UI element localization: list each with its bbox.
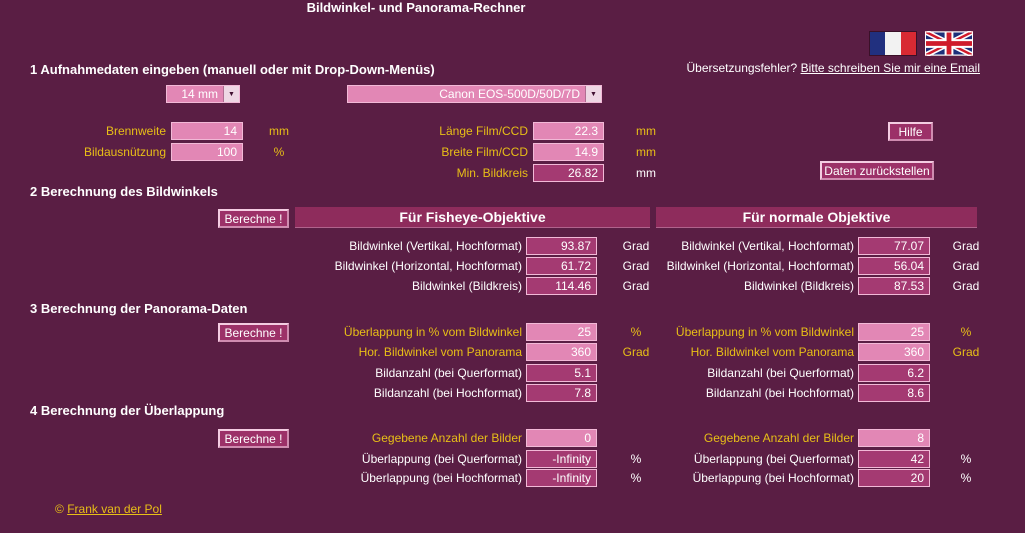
chevron-down-icon: ▼: [585, 86, 601, 102]
row-unit: %: [960, 325, 972, 339]
normal-bildwinkel-vertikal-output: 77.07: [858, 237, 930, 255]
normal-ueberlappung-prozent-input[interactable]: [858, 323, 930, 341]
row-label: Überlappung (bei Hochformat): [692, 471, 854, 485]
fisheye-bildanzahl-quer-output: 5.1: [526, 364, 597, 382]
laenge-film-ccd-input[interactable]: [533, 122, 604, 140]
row-label: Hor. Bildwinkel vom Panorama: [690, 345, 854, 359]
bildausnuetzung-unit: %: [273, 145, 285, 159]
normal-bildanzahl-quer-output: 6.2: [858, 364, 930, 382]
row-label: Bildanzahl (bei Querformat): [375, 366, 522, 380]
row-label: Überlappung (bei Querformat): [693, 452, 854, 466]
brennweite-input[interactable]: [171, 122, 243, 140]
normal-ueberlappung-quer-output: 42: [858, 450, 930, 468]
row-label: Hor. Bildwinkel vom Panorama: [358, 345, 522, 359]
translation-note: Übersetzungsfehler? Bitte schreiben Sie …: [580, 61, 981, 75]
row-unit: Grad: [622, 239, 650, 253]
row-label: Bildwinkel (Horizontal, Hochformat): [666, 259, 854, 273]
row-unit: %: [960, 471, 972, 485]
fisheye-bildkreis-output: 114.46: [526, 277, 597, 295]
camera-value: Canon EOS-500D/50D/7D: [439, 87, 580, 101]
section4-heading: 4 Berechnung der Überlappung: [30, 403, 225, 418]
row-label: Überlappung in % vom Bildwinkel: [675, 325, 854, 339]
row-label: Bildanzahl (bei Hochformat): [705, 386, 854, 400]
row-label: Bildwinkel (Bildkreis): [411, 279, 522, 293]
brennweite-unit: mm: [269, 124, 289, 138]
laenge-film-ccd-label: Länge Film/CCD: [439, 124, 528, 138]
normal-bildanzahl-hoch-output: 8.6: [858, 384, 930, 402]
row-unit: %: [630, 471, 642, 485]
normal-bildwinkel-horizontal-output: 56.04: [858, 257, 930, 275]
fisheye-column-header: Für Fisheye-Objektive: [295, 207, 650, 228]
row-label: Überlappung in % vom Bildwinkel: [343, 325, 522, 339]
fisheye-ueberlappung-quer-output: -Infinity: [526, 450, 597, 468]
translation-prompt: Übersetzungsfehler?: [686, 61, 798, 75]
row-unit: %: [630, 325, 642, 339]
fisheye-bildwinkel-horizontal-output: 61.72: [526, 257, 597, 275]
focal-length-value: 14 mm: [181, 87, 218, 101]
author-link[interactable]: Frank van der Pol: [67, 502, 162, 516]
french-flag-icon[interactable]: [869, 31, 917, 56]
normal-hor-bildwinkel-input[interactable]: [858, 343, 930, 361]
row-label: Gegebene Anzahl der Bilder: [703, 431, 854, 445]
row-label: Überlappung (bei Hochformat): [360, 471, 522, 485]
email-link[interactable]: Bitte schreiben Sie mir eine Email: [800, 61, 980, 75]
section1-heading: 1 Aufnahmedaten eingeben (manuell oder m…: [30, 62, 435, 77]
row-unit: Grad: [952, 279, 980, 293]
row-unit: Grad: [622, 345, 650, 359]
row-label: Bildanzahl (bei Hochformat): [373, 386, 522, 400]
camera-dropdown[interactable]: Canon EOS-500D/50D/7D ▼: [347, 85, 602, 103]
focal-length-dropdown[interactable]: 14 mm ▼: [166, 85, 240, 103]
row-unit: Grad: [952, 259, 980, 273]
normal-anzahl-bilder-input[interactable]: [858, 429, 930, 447]
chevron-down-icon: ▼: [223, 86, 239, 102]
row-unit: Grad: [952, 345, 980, 359]
fisheye-bildanzahl-hoch-output: 7.8: [526, 384, 597, 402]
row-label: Bildwinkel (Vertikal, Hochformat): [349, 239, 522, 253]
footer: © Frank van der Pol: [55, 502, 162, 516]
row-unit: %: [960, 452, 972, 466]
breite-film-ccd-unit: mm: [636, 145, 656, 159]
row-label: Bildanzahl (bei Querformat): [707, 366, 854, 380]
normal-column-header: Für normale Objektive: [656, 207, 977, 228]
breite-film-ccd-label: Breite Film/CCD: [441, 145, 528, 159]
copyright-symbol: ©: [55, 502, 64, 516]
breite-film-ccd-input[interactable]: [533, 143, 604, 161]
row-unit: %: [630, 452, 642, 466]
row-label: Überlappung (bei Querformat): [361, 452, 522, 466]
hilfe-button[interactable]: Hilfe: [888, 122, 933, 141]
fisheye-ueberlappung-hoch-output: -Infinity: [526, 469, 597, 487]
daten-zuruckstellen-button[interactable]: Daten zurückstellen: [820, 161, 934, 180]
normal-bildkreis-output: 87.53: [858, 277, 930, 295]
fisheye-anzahl-bilder-input[interactable]: [526, 429, 597, 447]
berechne-button-panorama[interactable]: Berechne !: [218, 323, 289, 342]
berechne-button-ueberlappung[interactable]: Berechne !: [218, 429, 289, 448]
section2-heading: 2 Berechnung des Bildwinkels: [30, 184, 218, 199]
normal-ueberlappung-hoch-output: 20: [858, 469, 930, 487]
bildausnuetzung-input[interactable]: [171, 143, 243, 161]
fisheye-bildwinkel-vertikal-output: 93.87: [526, 237, 597, 255]
row-label: Bildwinkel (Vertikal, Hochformat): [681, 239, 854, 253]
brennweite-label: Brennweite: [105, 124, 166, 138]
berechne-button-bildwinkel[interactable]: Berechne !: [218, 209, 289, 228]
row-unit: Grad: [952, 239, 980, 253]
row-label: Gegebene Anzahl der Bilder: [371, 431, 522, 445]
section3-heading: 3 Berechnung der Panorama-Daten: [30, 301, 248, 316]
row-unit: Grad: [622, 259, 650, 273]
row-label: Bildwinkel (Bildkreis): [743, 279, 854, 293]
laenge-film-ccd-unit: mm: [636, 124, 656, 138]
fisheye-hor-bildwinkel-input[interactable]: [526, 343, 597, 361]
row-unit: Grad: [622, 279, 650, 293]
page-title: Bildwinkel- und Panorama-Rechner: [306, 0, 526, 15]
bildausnuetzung-label: Bildausnützung: [83, 145, 166, 159]
min-bildkreis-label: Min. Bildkreis: [456, 166, 528, 180]
min-bildkreis-output: 26.82: [533, 164, 604, 182]
min-bildkreis-unit: mm: [636, 166, 656, 180]
row-label: Bildwinkel (Horizontal, Hochformat): [334, 259, 522, 273]
fisheye-ueberlappung-prozent-input[interactable]: [526, 323, 597, 341]
uk-flag-icon[interactable]: [925, 31, 973, 56]
